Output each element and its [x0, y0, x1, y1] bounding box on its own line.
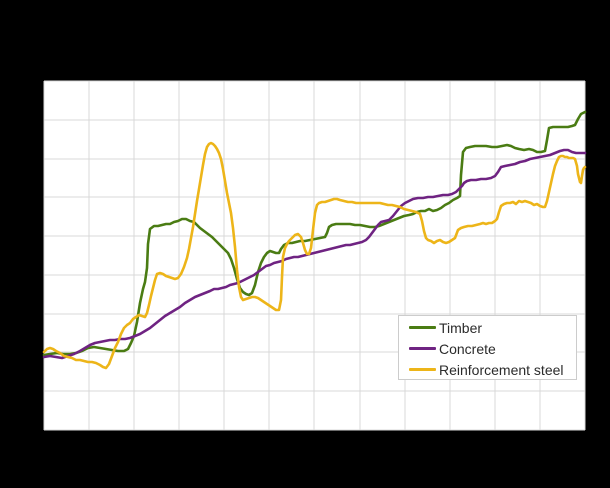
- series-line-timber: [42, 110, 587, 357]
- reinforcement-steel-line-swatch: [409, 368, 436, 371]
- legend-item-timber: Timber: [409, 317, 576, 338]
- series-line-concrete: [42, 148, 587, 360]
- legend-item-reinforcement-steel: Reinforcement steel: [409, 359, 576, 380]
- legend-label-reinforcement-steel: Reinforcement steel: [439, 361, 564, 378]
- legend-item-concrete: Concrete: [409, 338, 576, 359]
- legend: Timber Concrete Reinforcement steel: [398, 315, 577, 380]
- legend-label-concrete: Concrete: [439, 340, 496, 357]
- timber-line-swatch: [409, 326, 436, 329]
- concrete-line-swatch: [409, 347, 436, 350]
- gridlines: [43, 80, 586, 431]
- legend-label-timber: Timber: [439, 319, 483, 336]
- series-line-reinforcement-steel: [42, 141, 587, 370]
